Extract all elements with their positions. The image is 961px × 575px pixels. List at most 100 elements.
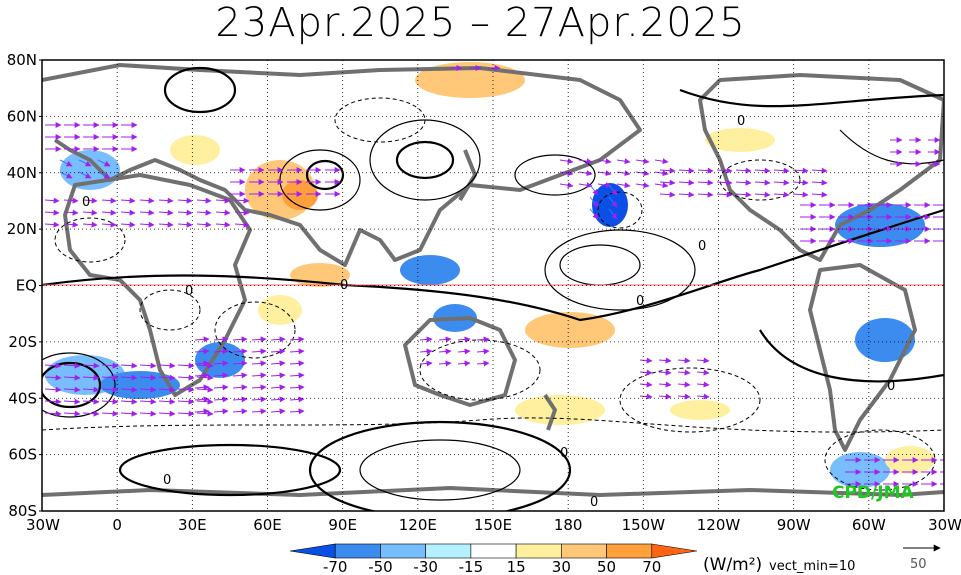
contour-line: [42, 361, 102, 409]
wind-vector: [658, 381, 672, 388]
wind-vector: [158, 398, 176, 405]
latitude-label: 60N: [7, 107, 37, 125]
wind-vector: [234, 221, 250, 228]
wind-vector: [213, 408, 229, 415]
shade-blob: [258, 295, 302, 325]
longitude-label: 90E: [328, 516, 357, 534]
wind-vector: [139, 362, 157, 369]
wind-vector: [696, 393, 710, 400]
wind-vector: [654, 170, 669, 177]
wind-vector: [696, 357, 710, 364]
wind-vector: [419, 348, 433, 355]
wind-vector: [139, 197, 155, 204]
wind-vector: [578, 170, 593, 177]
wind-vector: [677, 393, 691, 400]
wind-vector: [101, 362, 119, 369]
wind-vector: [158, 410, 176, 417]
wind-vector: [639, 393, 653, 400]
wind-vector: [101, 374, 119, 381]
wind-vector: [215, 221, 231, 228]
wind-vector: [213, 384, 229, 391]
wind-vector: [82, 410, 100, 417]
wind-vector: [811, 179, 828, 186]
contour-line: [619, 367, 761, 433]
wind-vector: [251, 384, 267, 391]
longitude-label: 120W: [697, 516, 741, 534]
wind-vector: [82, 398, 100, 405]
shade-blob: [705, 128, 775, 152]
contour-line: [214, 301, 296, 359]
wind-vector: [438, 336, 452, 343]
wind-vector: [616, 170, 631, 177]
colorbar-tick-label: -30: [413, 558, 438, 575]
wind-vector: [735, 179, 752, 186]
wind-vector: [120, 362, 138, 369]
wind-vector: [476, 336, 490, 343]
wind-vector: [289, 408, 305, 415]
coast-australia: [403, 316, 517, 407]
wind-vector: [78, 171, 92, 179]
map-title: 23Apr.2025 – 27Apr.2025: [215, 0, 746, 46]
wind-vector: [196, 197, 212, 204]
wind-vector: [754, 191, 771, 198]
wind-vector: [196, 209, 212, 216]
wind-vector: [792, 167, 809, 174]
contour-line: [54, 217, 126, 263]
latitude-label: 40S: [8, 389, 37, 407]
wind-vector: [270, 360, 286, 367]
wind-vector: [773, 179, 790, 186]
wind-vector: [419, 336, 433, 343]
wind-vector: [139, 209, 155, 216]
colorbar-tick-label: 30: [552, 558, 571, 575]
colorbar: -70 -50 -30 -15 15 30 50 70: [289, 543, 698, 575]
wind-vector: [289, 348, 305, 355]
wind-vector: [251, 348, 267, 355]
wind-vector: [678, 191, 695, 198]
wind-vector: [251, 360, 267, 367]
latitude-label: 20S: [8, 333, 37, 351]
wind-vector: [177, 197, 193, 204]
wind-vector: [63, 410, 81, 417]
wind-vector: [97, 171, 111, 179]
wind-vector: [82, 221, 98, 228]
shade-blob: [100, 371, 180, 399]
longitude-label: 120E: [399, 516, 437, 534]
wind-vector: [120, 221, 136, 228]
wind-vector: [194, 372, 210, 379]
contour-line: [305, 159, 345, 191]
wind-vector: [194, 348, 210, 355]
wind-vector: [678, 167, 695, 174]
coast-japan: [458, 149, 477, 202]
latitude-labels: 80N 60N 40N 20N EQ 20S 40S 60S 80S: [7, 51, 42, 520]
wind-vector: [194, 336, 210, 343]
contour-line: [597, 191, 643, 229]
wind-vector: [101, 398, 119, 405]
wind-vector: [213, 336, 229, 343]
contour-line: [395, 140, 455, 180]
wind-vector: [120, 209, 136, 216]
longitude-label: 30W: [26, 516, 60, 534]
wind-vector: [158, 362, 176, 369]
shade-blob: [855, 318, 915, 362]
wind-vector: [270, 384, 286, 391]
wind-vector: [251, 372, 267, 379]
wind-vector: [678, 179, 695, 186]
latitude-label: 40N: [7, 164, 37, 182]
wind-vector: [194, 360, 210, 367]
shade-blob: [670, 400, 730, 420]
wind-vector: [270, 336, 286, 343]
longitude-label: 90W: [777, 516, 811, 534]
wind-vector: [735, 191, 752, 198]
contour-line: [359, 439, 521, 501]
wind-vector: [213, 396, 229, 403]
wind-vector: [194, 396, 210, 403]
latitude-label: EQ: [16, 277, 37, 295]
wind-vector: [101, 221, 117, 228]
wind-vector: [63, 362, 81, 369]
wind-vector: [659, 179, 676, 186]
contour-line: [118, 443, 342, 497]
colorbar-segment: [425, 543, 472, 559]
longitude-label: 0: [112, 516, 122, 534]
longitude-label: 60E: [253, 516, 282, 534]
wind-vector: [63, 221, 79, 228]
